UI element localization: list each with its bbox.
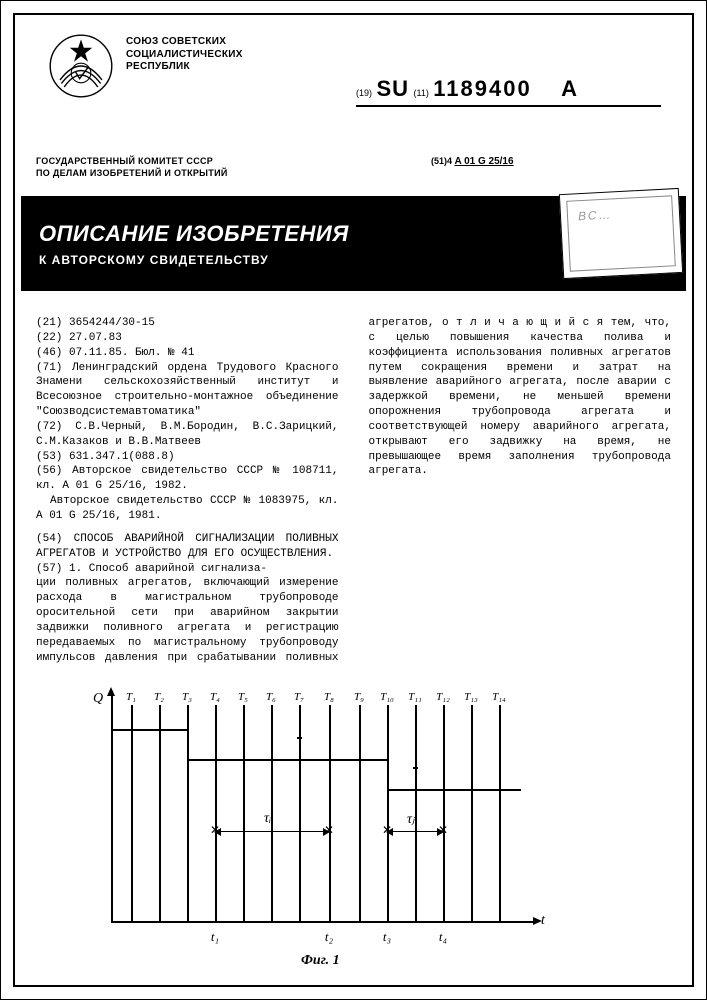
field-46: (46) 07.11.85. Бюл. № 41 — [36, 346, 339, 361]
grid-line — [359, 705, 361, 921]
pressure-spike — [415, 767, 417, 789]
stamp-box: ВС… — [559, 188, 683, 279]
body-columns: (21) 3654244/30-15 (22) 27.07.83 (46) 07… — [36, 316, 671, 666]
tau-arrow — [387, 831, 443, 832]
code-number: 1189400 — [433, 76, 531, 101]
field-54: (54) СПОСОБ АВАРИЙНОЙ СИГНАЛИЗАЦИИ ПОЛИВ… — [36, 532, 339, 562]
code-suffix: A — [561, 76, 577, 101]
tick-label: T₆ — [266, 691, 276, 703]
dashed-drop — [387, 831, 388, 921]
field-56b: Авторское свидетельство СССР № 1083975, … — [36, 494, 339, 524]
dashed-drop — [215, 831, 216, 921]
q-axis-label: Q — [93, 691, 103, 707]
grid-line — [499, 705, 501, 921]
field-56a: (56) Авторское свидетельство СССР № 1087… — [36, 464, 339, 494]
field-21: (21) 3654244/30-15 — [36, 316, 339, 331]
ussr-emblem-icon — [46, 31, 116, 101]
ipc-code: (51)4 A 01 G 25/16 — [431, 156, 514, 167]
x-axis — [111, 921, 536, 923]
tick-label: T₁₄ — [492, 691, 506, 703]
time-label: t₄ — [439, 929, 447, 945]
tau-label: τᵢ — [264, 811, 271, 827]
doc-code: (19) SU (11) 1189400 A — [356, 76, 577, 102]
field-53: (53) 631.347.1(088.8) — [36, 450, 339, 465]
tick-label: T₁₃ — [464, 691, 478, 703]
code-underline — [356, 105, 661, 107]
grid-line — [131, 705, 133, 921]
tick-label: T₃ — [182, 691, 192, 703]
committee-name: ГОСУДАРСТВЕННЫЙ КОМИТЕТ СССР ПО ДЕЛАМ ИЗ… — [36, 156, 228, 179]
tick-label: T₁₂ — [436, 691, 450, 703]
field-72: (72) С.В.Черный, В.М.Бородин, В.С.Зарицк… — [36, 420, 339, 450]
time-label: t₁ — [211, 929, 219, 945]
pressure-spike — [299, 737, 301, 759]
waveform-segment — [187, 759, 329, 761]
tick-label: T₁ — [126, 691, 136, 703]
waveform-segment — [329, 759, 387, 761]
code-su: SU — [376, 76, 409, 101]
figure-1: Q t T₁T₂T₃T₄T₅T₆T₇T₈T₉T₁₀T₁₁T₁₂T₁₃T₁₄τᵢ✕… — [81, 681, 551, 961]
waveform-drop — [387, 759, 389, 789]
field-22: (22) 27.07.83 — [36, 331, 339, 346]
tick-label: T₉ — [354, 691, 364, 703]
org-name: СОЮЗ СОВЕТСКИХ СОЦИАЛИСТИЧЕСКИХ РЕСПУБЛИ… — [126, 36, 306, 74]
tick-label: T₅ — [238, 691, 248, 703]
tick-label: T₁₁ — [408, 691, 422, 703]
dashed-drop — [443, 831, 444, 921]
tau-arrow — [215, 831, 329, 832]
grid-line — [243, 705, 245, 921]
field-57: (57) 1. Способ аварийной сигнализа- — [36, 562, 339, 577]
grid-line — [471, 705, 473, 921]
time-label: t₂ — [325, 929, 333, 945]
waveform-segment — [387, 789, 521, 791]
grid-line — [159, 705, 161, 921]
tick-label: T₂ — [154, 691, 164, 703]
tick-label: T₈ — [324, 691, 334, 703]
tick-label: T₇ — [294, 691, 304, 703]
header: СОЮЗ СОВЕТСКИХ СОЦИАЛИСТИЧЕСКИХ РЕСПУБЛИ… — [26, 31, 681, 141]
time-label: t₃ — [383, 929, 391, 945]
tick-label: T₁₀ — [380, 691, 394, 703]
grid-line — [415, 705, 417, 921]
t-axis-label: t — [541, 913, 545, 929]
tau-label: τⱼ — [407, 811, 414, 828]
tick-label: T₄ — [210, 691, 220, 703]
waveform-segment — [111, 729, 187, 731]
figure-caption: Фиг. 1 — [301, 953, 340, 969]
waveform-drop — [187, 729, 189, 759]
y-axis — [111, 691, 113, 921]
y-arrow-icon — [107, 687, 115, 696]
field-71: (71) Ленинградский ордена Трудового Крас… — [36, 361, 339, 420]
dashed-drop — [329, 831, 330, 921]
